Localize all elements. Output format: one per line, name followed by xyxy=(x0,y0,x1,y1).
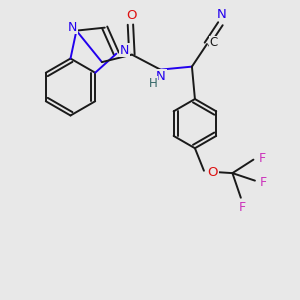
Text: F: F xyxy=(258,152,266,165)
Text: N: N xyxy=(120,44,129,57)
Text: O: O xyxy=(126,8,136,22)
Text: H: H xyxy=(148,76,157,90)
Text: F: F xyxy=(239,201,246,214)
Text: C: C xyxy=(209,36,218,49)
Text: N: N xyxy=(156,70,166,83)
Text: N: N xyxy=(68,20,77,34)
Text: N: N xyxy=(217,8,226,21)
Text: O: O xyxy=(208,166,218,179)
Text: F: F xyxy=(260,176,267,189)
